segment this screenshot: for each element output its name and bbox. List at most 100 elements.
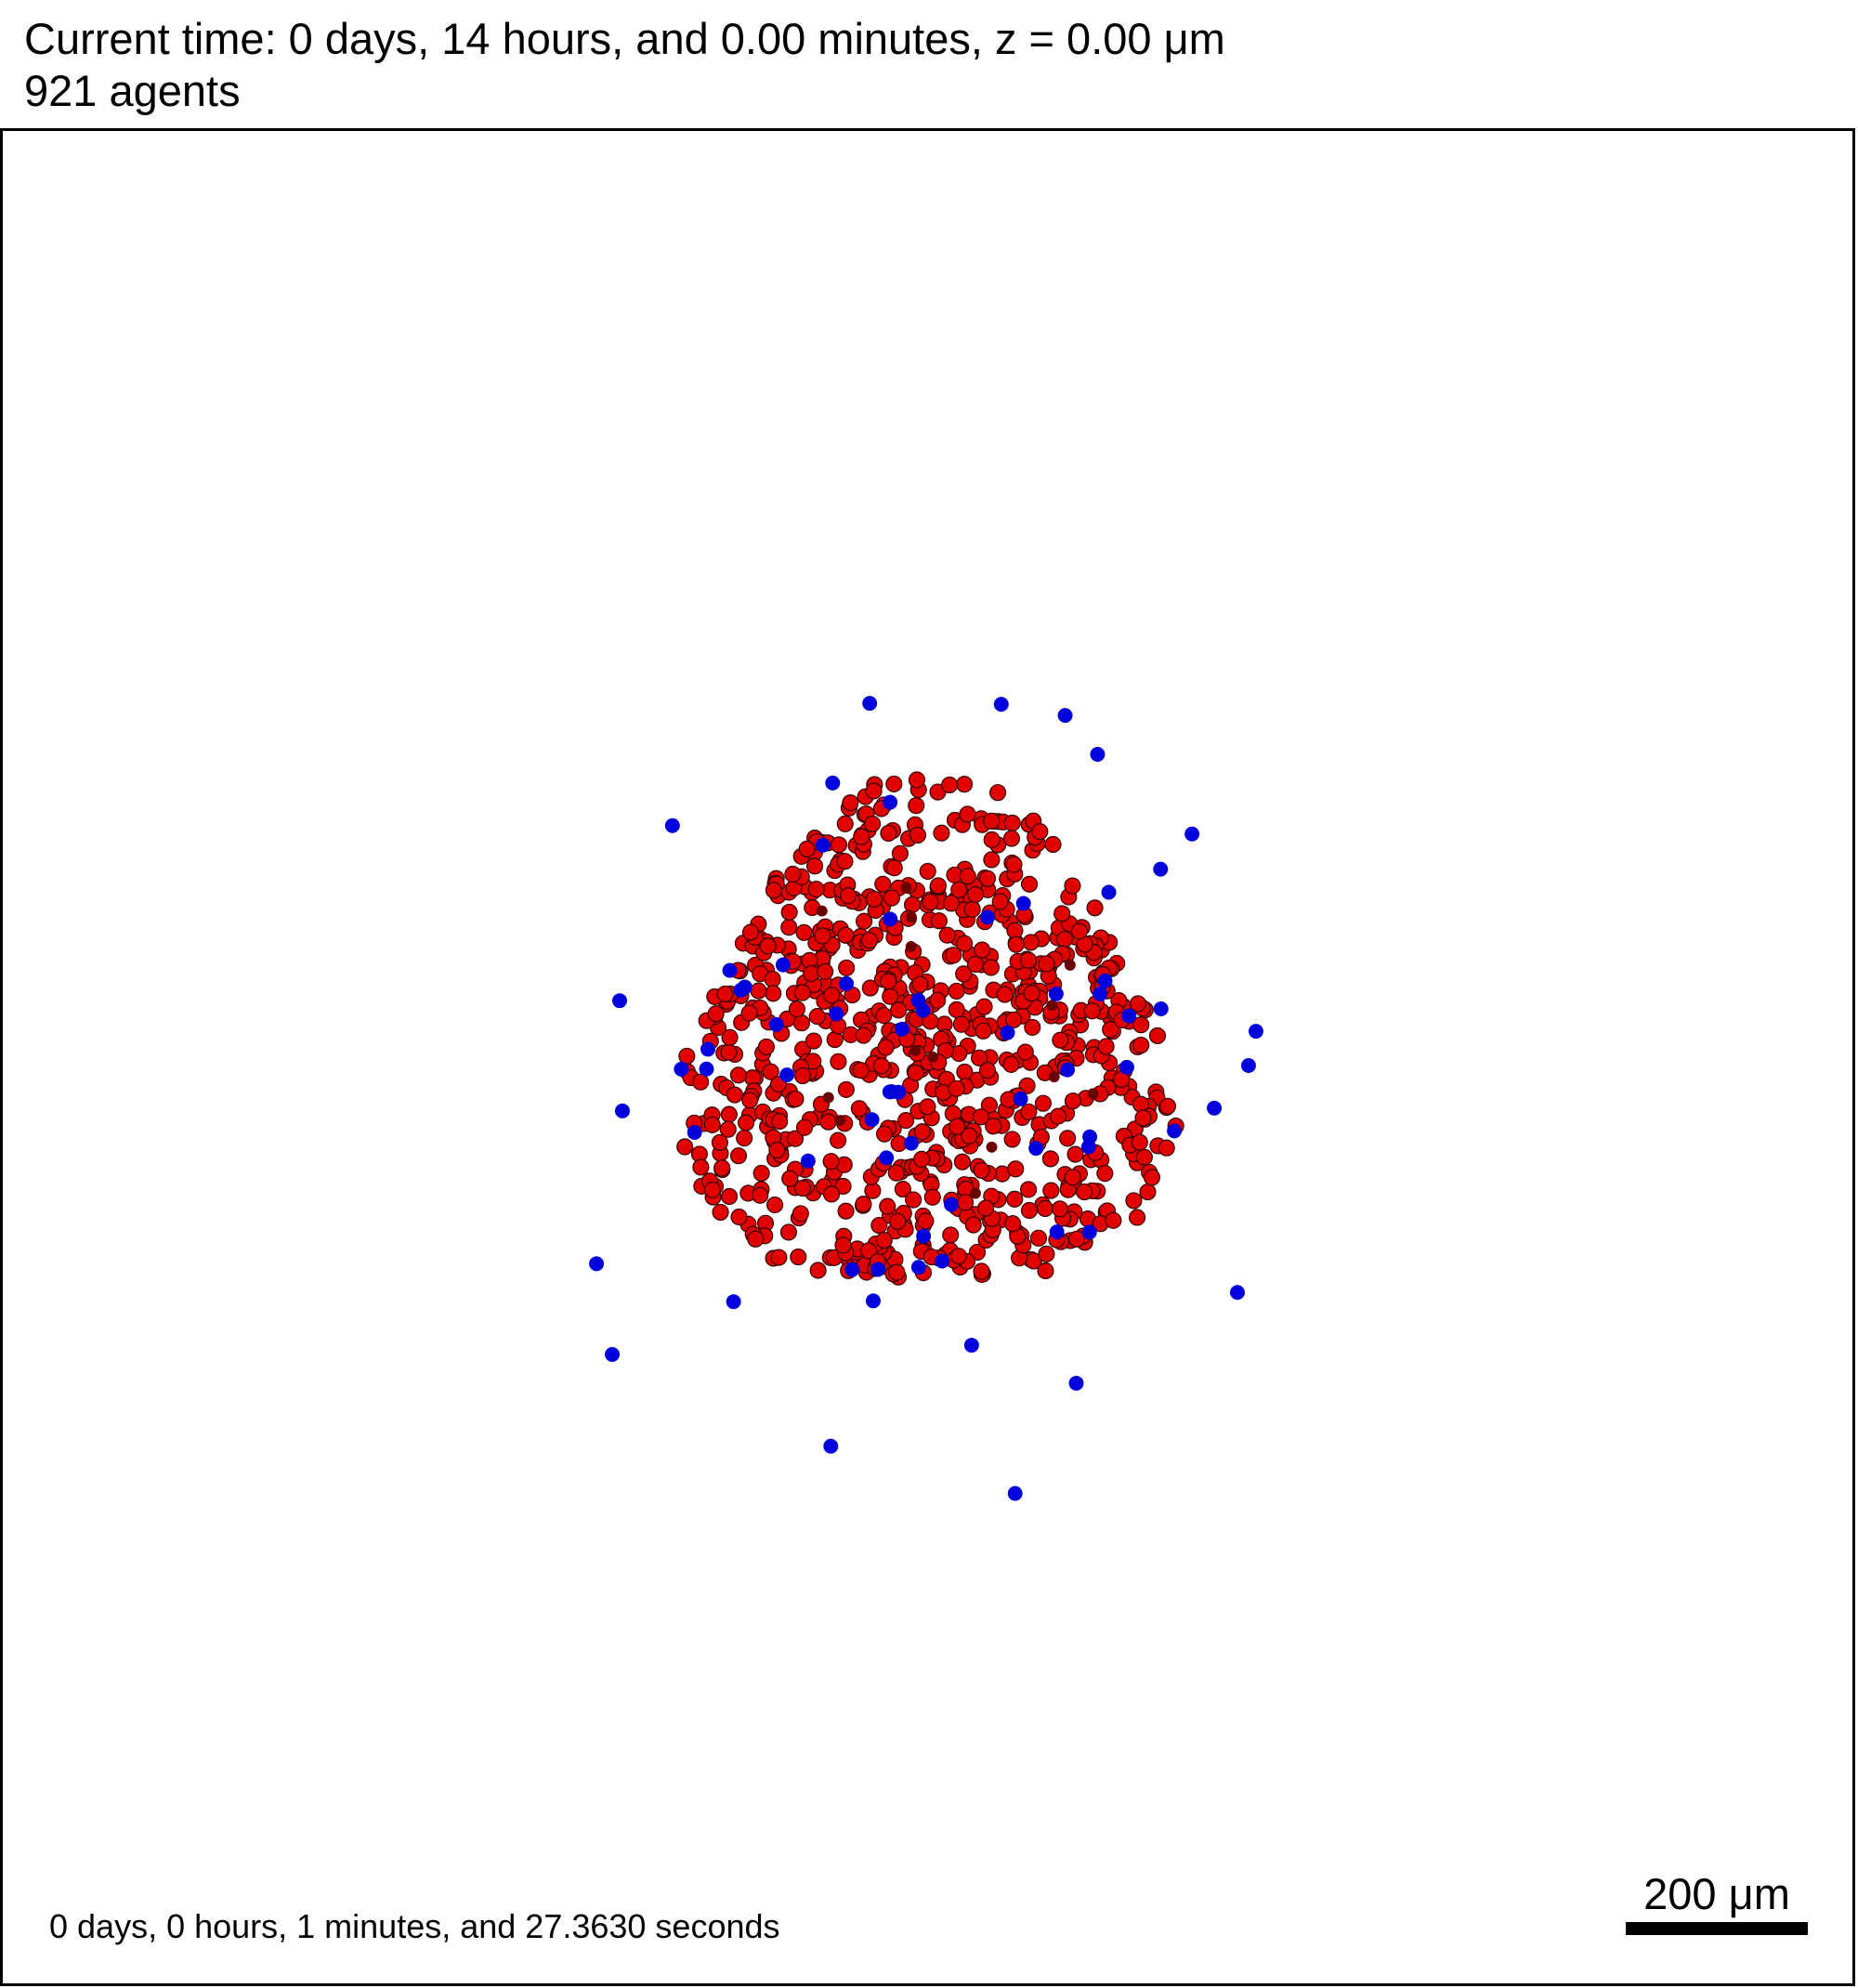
tumor-cell — [855, 1196, 872, 1213]
tumor-cell — [922, 1013, 939, 1030]
tumor-cell — [929, 991, 947, 1009]
tumor-cell — [707, 1005, 725, 1023]
tumor-cell — [730, 1208, 748, 1226]
tumor-cell — [764, 970, 781, 988]
tumor-cell — [887, 1164, 905, 1182]
tumor-cell — [1129, 995, 1147, 1013]
immune-cell — [844, 1262, 860, 1277]
immune-cell — [915, 1002, 931, 1018]
tumor-cell — [864, 815, 882, 833]
dead-cell — [909, 1044, 922, 1056]
tumor-cell — [1002, 830, 1021, 847]
tumor-cell — [793, 1066, 812, 1085]
tumor-cell — [836, 815, 854, 832]
immune-cell — [722, 962, 738, 978]
tumor-cell — [930, 912, 948, 930]
tumor-cell — [860, 1242, 878, 1260]
immune-cell — [687, 1124, 702, 1140]
tumor-cell — [938, 926, 956, 944]
immune-cell — [1230, 1285, 1245, 1301]
tumor-cell — [836, 853, 854, 870]
dead-cell — [905, 911, 917, 923]
tumor-cell — [929, 877, 948, 895]
tumor-cell — [784, 865, 802, 883]
tumor-cell — [807, 881, 825, 898]
tumor-cell — [830, 836, 848, 854]
tumor-cell — [720, 1187, 739, 1206]
tumor-cell — [942, 895, 960, 912]
tumor-cell — [819, 1113, 837, 1131]
tumor-cell — [864, 1182, 882, 1199]
immune-cell — [800, 1153, 816, 1169]
tumor-cell — [713, 1159, 731, 1177]
tumor-cell — [1083, 1002, 1101, 1020]
immune-cell — [883, 911, 898, 927]
agent-count-label: 921 agents — [24, 66, 241, 115]
tumor-cell — [803, 964, 820, 983]
tumor-cell — [780, 919, 798, 936]
immune-cell — [823, 1438, 839, 1454]
tumor-cell — [817, 962, 834, 980]
tumor-cell — [988, 784, 1007, 802]
tumor-cell — [787, 1090, 805, 1108]
tumor-cell — [1020, 1201, 1039, 1220]
tumor-cell — [1125, 1192, 1143, 1210]
immune-cell — [1097, 973, 1113, 988]
tumor-cell — [872, 1057, 891, 1075]
dead-cell — [905, 940, 917, 952]
tumor-cell — [834, 1236, 852, 1254]
tumor-cell — [1020, 951, 1038, 969]
tumor-cell — [889, 1212, 907, 1230]
tumor-cell — [765, 985, 782, 1002]
tumor-cell — [676, 1138, 694, 1156]
tumor-cell — [771, 1113, 789, 1131]
tumor-cell — [795, 923, 813, 941]
tumor-cell — [805, 857, 824, 875]
tumor-cell — [1044, 835, 1062, 854]
tumor-cell — [956, 776, 974, 793]
tumor-cell — [826, 1030, 844, 1049]
tumor-cell — [1096, 1165, 1114, 1183]
tumor-cell — [903, 896, 922, 913]
tumor-cell — [1020, 1103, 1038, 1120]
tumor-cell — [765, 882, 782, 899]
tumor-cell — [891, 844, 909, 862]
tumor-cell — [917, 1212, 935, 1230]
tumor-cell — [729, 1147, 748, 1165]
tumor-cell — [1016, 1043, 1034, 1061]
tumor-cell — [978, 870, 997, 887]
tumor-cell — [1007, 1160, 1025, 1178]
tumor-cell — [766, 1196, 784, 1214]
immune-cell — [737, 979, 752, 995]
immune-cell — [1057, 708, 1073, 724]
tumor-cell — [956, 935, 974, 952]
tumor-cell — [966, 955, 984, 974]
tumor-cell — [975, 998, 993, 1015]
tumor-cell — [830, 1053, 847, 1070]
dead-cell — [986, 1141, 998, 1153]
tumor-cell — [885, 859, 903, 877]
tumor-cell — [716, 985, 734, 1002]
tumor-cell — [678, 1047, 696, 1065]
tumor-cell — [805, 1032, 822, 1050]
tumor-cell — [837, 1202, 855, 1220]
tumor-cell — [1132, 1036, 1150, 1054]
tumor-cell — [1005, 856, 1023, 873]
tumor-cell — [888, 1263, 906, 1281]
immune-cell — [979, 909, 995, 925]
tumor-cell — [942, 1226, 960, 1244]
immune-cell — [829, 1006, 844, 1022]
immune-cell — [674, 1061, 689, 1077]
tumor-cell — [750, 982, 767, 1000]
tumor-cell — [726, 1086, 743, 1104]
tumor-cell — [983, 812, 1001, 830]
immune-cell — [1153, 1001, 1169, 1016]
tumor-cell — [985, 1118, 1002, 1135]
tumor-cell — [941, 776, 959, 794]
tumor-cell — [1051, 1200, 1069, 1218]
immune-cell — [1093, 987, 1108, 1001]
tumor-cell — [720, 1105, 738, 1123]
tumor-cell — [948, 1079, 965, 1097]
tumor-cell — [1066, 1145, 1084, 1163]
simulation-view: 0 days, 0 hours, 1 minutes, and 27.3630 … — [0, 128, 1855, 1986]
